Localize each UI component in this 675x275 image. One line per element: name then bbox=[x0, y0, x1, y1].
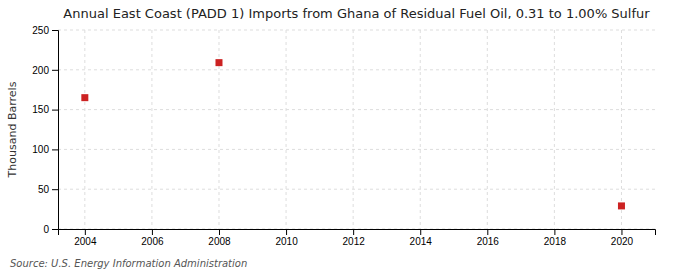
x-axis-tick-label: 2006 bbox=[141, 236, 164, 247]
x-axis-tick-label: 2008 bbox=[208, 236, 231, 247]
x-grid-line bbox=[84, 30, 85, 229]
x-axis-tick: 2008 bbox=[208, 229, 231, 247]
title: Annual East Coast (PADD 1) Imports from … bbox=[63, 6, 650, 21]
y-axis-tick-mark bbox=[52, 149, 58, 150]
x-grid-line bbox=[353, 30, 354, 229]
data-point bbox=[81, 94, 88, 101]
x-grid-line bbox=[286, 30, 287, 229]
y-axis-tick-label: 100 bbox=[32, 144, 49, 155]
y-axis-tick-label: 50 bbox=[38, 184, 50, 195]
x-axis-tick: 2016 bbox=[477, 229, 500, 247]
x-axis-tick: 2012 bbox=[343, 229, 366, 247]
y-axis-tick-label: 200 bbox=[32, 65, 49, 76]
plot-area: 2004 2006 2008 2010 2012 2014 2016 2018 2020 0 50 1… bbox=[32, 25, 655, 247]
x-axis-tick: 2004 bbox=[74, 229, 97, 247]
x-axis-tick-label: 2016 bbox=[477, 236, 500, 247]
source-note: Source: U.S. Energy Information Administ… bbox=[10, 258, 247, 269]
x-grid-line bbox=[151, 30, 152, 229]
data-point bbox=[618, 202, 625, 209]
y-axis-tick-label: 150 bbox=[32, 104, 49, 115]
x-axis-tick-mark bbox=[152, 229, 153, 235]
y-grid-line bbox=[58, 149, 655, 150]
x-axis-tick-mark bbox=[554, 229, 555, 235]
x-axis-tick-label: 2020 bbox=[611, 236, 634, 247]
data-point bbox=[215, 59, 222, 66]
x-axis-tick: 2020 bbox=[611, 229, 634, 247]
y-axis-tick-mark bbox=[52, 229, 58, 230]
y-axis-tick-mark bbox=[52, 189, 58, 190]
chart: 2004 2006 2008 2010 2012 2014 2016 2018 2020 0 50 1… bbox=[0, 0, 675, 275]
grid bbox=[58, 30, 655, 229]
x-axis-tick-mark bbox=[420, 229, 421, 235]
y-axis-tick: 100 bbox=[32, 144, 58, 155]
y-grid-line bbox=[58, 30, 655, 31]
markers bbox=[81, 59, 625, 209]
y-axis-tick-label: 250 bbox=[32, 25, 49, 36]
x-axis-tick: 2006 bbox=[141, 229, 164, 247]
x-axis-tick: 2014 bbox=[410, 229, 433, 247]
y-axis: 0 50 100 150 200 250 bbox=[32, 25, 58, 235]
y-axis-tick-mark bbox=[52, 70, 58, 71]
y-axis-tick: 0 bbox=[43, 224, 58, 235]
x-grid-line bbox=[554, 30, 555, 229]
x-axis-tick-label: 2004 bbox=[74, 236, 97, 247]
y-axis-tick: 200 bbox=[32, 65, 58, 76]
x-axis-tick: 2018 bbox=[544, 229, 567, 247]
y-grid-line bbox=[58, 109, 655, 110]
x-axis-tick-label: 2014 bbox=[410, 236, 433, 247]
y-axis-tick: 50 bbox=[38, 184, 58, 195]
y-axis-tick: 250 bbox=[32, 25, 58, 36]
y-axis-tick-mark bbox=[52, 30, 58, 31]
x-axis-tick-mark bbox=[286, 229, 287, 235]
y-axis-tick-mark bbox=[52, 110, 58, 111]
x-axis-tick: 2010 bbox=[275, 229, 298, 247]
y-axis-tick: 150 bbox=[32, 104, 58, 115]
x-axis-tick-mark bbox=[219, 229, 220, 235]
x-grid-line bbox=[621, 30, 622, 229]
x-grid-line bbox=[420, 30, 421, 229]
x-axis-tick-label: 2018 bbox=[544, 236, 567, 247]
x-axis-tick-mark bbox=[487, 229, 488, 235]
y-grid-line bbox=[58, 69, 655, 70]
x-axis-tick-label: 2010 bbox=[275, 236, 298, 247]
x-axis-domain bbox=[59, 230, 656, 236]
x-axis-tick-mark bbox=[621, 229, 622, 235]
x-axis-tick-mark bbox=[353, 229, 354, 235]
y-axis-label: Thousand Barrels bbox=[6, 81, 19, 178]
x-axis-tick-mark bbox=[85, 229, 86, 235]
y-grid-line bbox=[58, 189, 655, 190]
x-axis: 2004 2006 2008 2010 2012 2014 2016 2018 2020 bbox=[59, 229, 656, 247]
x-grid-line bbox=[487, 30, 488, 229]
x-axis-tick-label: 2012 bbox=[343, 236, 366, 247]
y-axis-tick-label: 0 bbox=[43, 224, 49, 235]
y-axis-domain bbox=[52, 31, 59, 230]
